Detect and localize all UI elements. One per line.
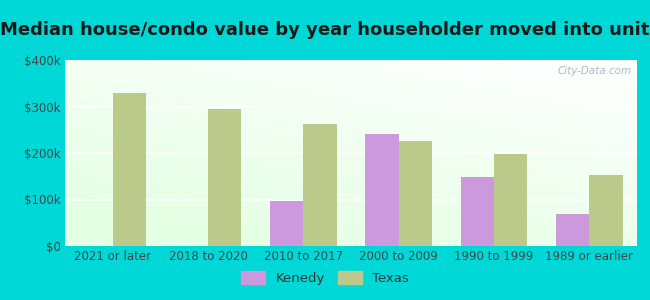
Bar: [208, 109, 241, 246]
Bar: [112, 92, 146, 246]
Legend: Kenedy, Texas: Kenedy, Texas: [236, 266, 414, 290]
Bar: [556, 214, 590, 246]
Bar: [398, 141, 432, 246]
Text: City-Data.com: City-Data.com: [557, 66, 631, 76]
Bar: [494, 154, 527, 246]
Bar: [365, 134, 398, 246]
Bar: [270, 201, 304, 246]
Text: Median house/condo value by year householder moved into unit: Median house/condo value by year househo…: [0, 21, 650, 39]
Bar: [304, 124, 337, 246]
Bar: [590, 175, 623, 246]
Bar: [461, 177, 494, 246]
